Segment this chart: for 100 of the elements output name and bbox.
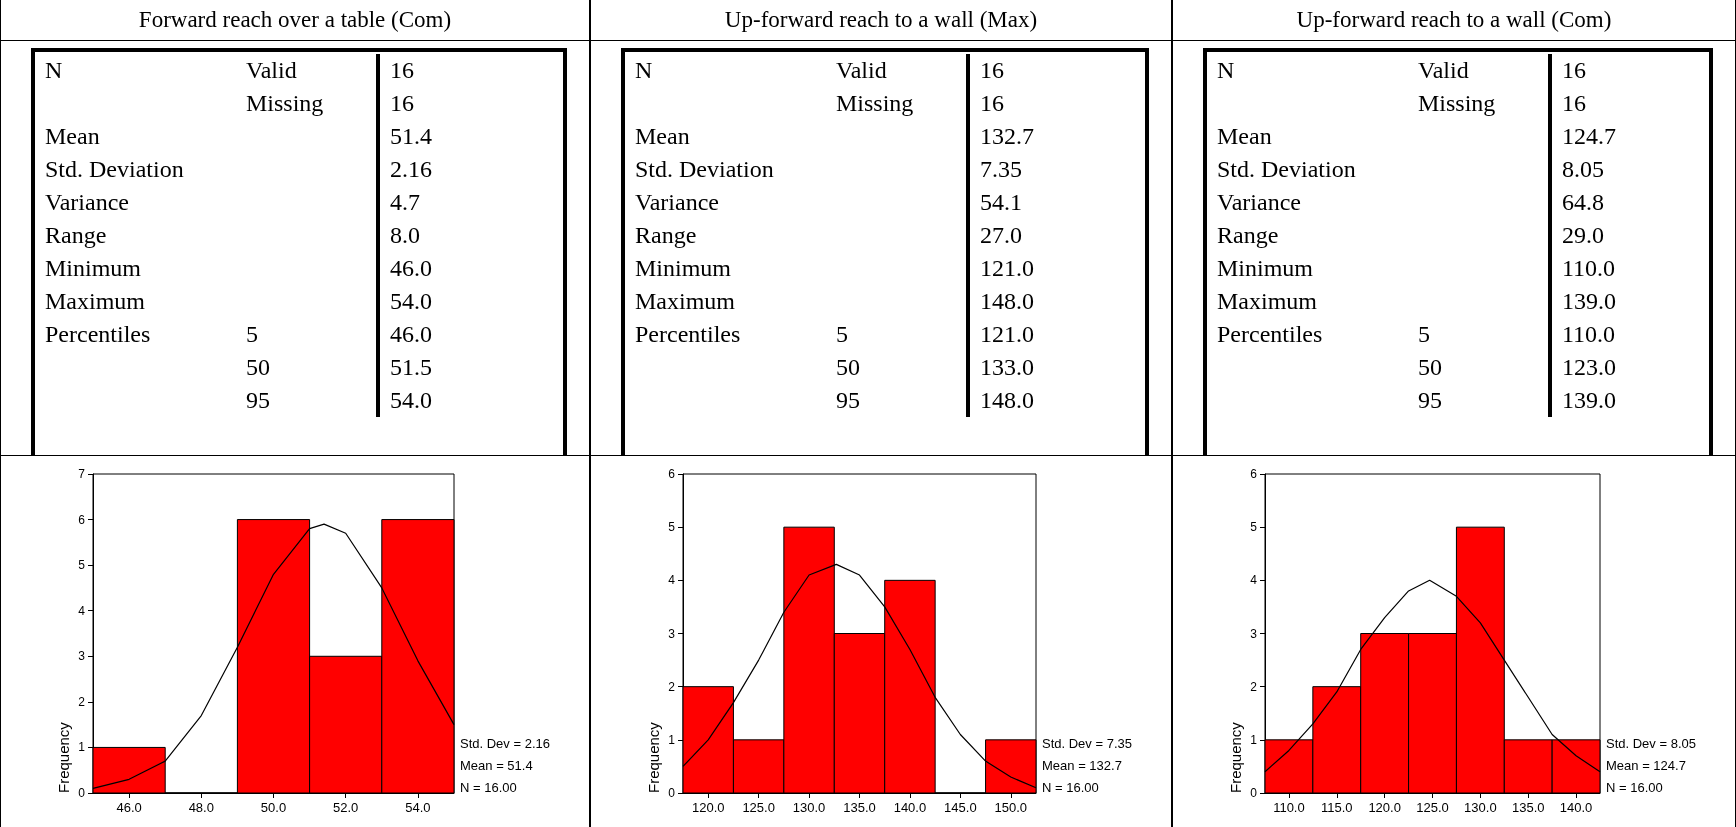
y-tick-label: 0 (1250, 786, 1258, 800)
y-tick-label: 6 (668, 467, 676, 481)
text: 95 (836, 387, 860, 413)
text: 8.05 (1562, 156, 1604, 182)
text: Std. Dev = 7.35 (1042, 736, 1132, 751)
text: N = 16.00 (1606, 780, 1663, 795)
x-tick-label: 48.0 (188, 800, 214, 815)
text: Minimum (1217, 255, 1314, 281)
y-tick-label: 5 (1250, 520, 1258, 535)
x-tick-label: 140.0 (1559, 800, 1593, 815)
x-tick-label: 115.0 (1321, 800, 1353, 815)
y-tick-label: 6 (78, 512, 86, 527)
x-tick-label: 130.0 (792, 800, 826, 815)
y-tick-label: 5 (78, 558, 86, 573)
text: 16 (390, 90, 414, 116)
text: N = 16.00 (460, 780, 517, 795)
text: 16 (1562, 90, 1586, 116)
text: Valid (836, 57, 887, 83)
x-tick-label: 110.0 (1273, 800, 1305, 815)
text: 139.0 (1562, 288, 1616, 314)
text: Minimum (635, 255, 732, 281)
text: N (45, 57, 63, 83)
text: 16 (1562, 57, 1586, 83)
text: Maximum (45, 288, 145, 314)
text: 5 (246, 321, 258, 347)
text: 95 (1418, 387, 1442, 413)
y-tick-label: 0 (668, 786, 676, 800)
y-tick-label: 2 (668, 679, 676, 694)
text: 110.0 (1562, 255, 1616, 281)
y-axis-title: Frequency (1227, 721, 1244, 793)
text: 124.7 (1562, 123, 1616, 149)
x-tick-label: 54.0 (405, 800, 431, 815)
text: Range (1217, 222, 1279, 248)
text: Variance (45, 189, 129, 215)
text: Percentiles (45, 321, 151, 347)
text: Valid (246, 57, 297, 83)
text: Mean = 51.4 (460, 758, 533, 773)
y-tick-label: 1 (668, 732, 676, 747)
text: Missing (1418, 90, 1496, 116)
text: Mean (1217, 123, 1272, 149)
text: Forward reach over a table (Com) (1, 0, 589, 41)
y-tick-label: 1 (1250, 732, 1258, 747)
text: 148.0 (980, 288, 1034, 314)
text: N (635, 57, 653, 83)
y-tick-label: 4 (78, 603, 86, 618)
text: Mean (635, 123, 690, 149)
x-tick-label: 125.0 (742, 800, 775, 815)
text: Mean = 132.7 (1042, 758, 1122, 773)
y-tick-label: 2 (78, 694, 86, 709)
y-tick-label: 6 (1250, 467, 1258, 481)
y-axis-title: Frequency (55, 721, 72, 793)
text: Maximum (1217, 288, 1317, 314)
text: Percentiles (1217, 321, 1323, 347)
y-tick-label: 2 (1250, 679, 1258, 694)
text: Std. Dev = 8.05 (1606, 736, 1696, 751)
y-tick-label: 4 (1250, 573, 1258, 588)
y-tick-label: 4 (668, 573, 676, 588)
text: 51.5 (390, 354, 432, 380)
text: 54.1 (980, 189, 1022, 215)
text: Std. Deviation (1217, 156, 1356, 182)
text: 133.0 (980, 354, 1034, 380)
text: Missing (836, 90, 914, 116)
text: 5 (1418, 321, 1430, 347)
text: 50 (246, 354, 270, 380)
text: Maximum (635, 288, 735, 314)
text: Variance (635, 189, 719, 215)
text: Variance (1217, 189, 1301, 215)
text: 51.4 (390, 123, 432, 149)
x-tick-label: 52.0 (333, 800, 359, 815)
text: N = 16.00 (1042, 780, 1099, 795)
x-tick-label: 46.0 (116, 800, 142, 815)
text: 110.0 (1562, 321, 1616, 347)
text: 50 (1418, 354, 1442, 380)
text: Missing (246, 90, 324, 116)
text: Up-forward reach to a wall (Max) (591, 0, 1171, 41)
text: Range (45, 222, 107, 248)
x-tick-label: 130.0 (1464, 800, 1497, 815)
text: 46.0 (390, 321, 432, 347)
text: 95 (246, 387, 270, 413)
x-tick-label: 145.0 (944, 800, 977, 815)
text: 139.0 (1562, 387, 1616, 413)
text: Percentiles (635, 321, 741, 347)
text: 132.7 (980, 123, 1034, 149)
x-tick-label: 140.0 (893, 800, 927, 815)
y-tick-label: 3 (1250, 626, 1258, 641)
text: 27.0 (980, 222, 1022, 248)
text: 121.0 (980, 255, 1034, 281)
text: Range (635, 222, 697, 248)
text: 64.8 (1562, 189, 1604, 215)
text: Std. Dev = 2.16 (460, 736, 550, 751)
y-axis-title: Frequency (645, 721, 662, 793)
x-tick-label: 120.0 (1368, 800, 1401, 815)
text: 7.35 (980, 156, 1022, 182)
text: 54.0 (390, 288, 432, 314)
text: N (1217, 57, 1235, 83)
text: 46.0 (390, 255, 432, 281)
text: Minimum (45, 255, 142, 281)
text: 123.0 (1562, 354, 1616, 380)
x-tick-label: 120.0 (691, 800, 725, 815)
x-tick-label: 135.0 (843, 800, 876, 815)
